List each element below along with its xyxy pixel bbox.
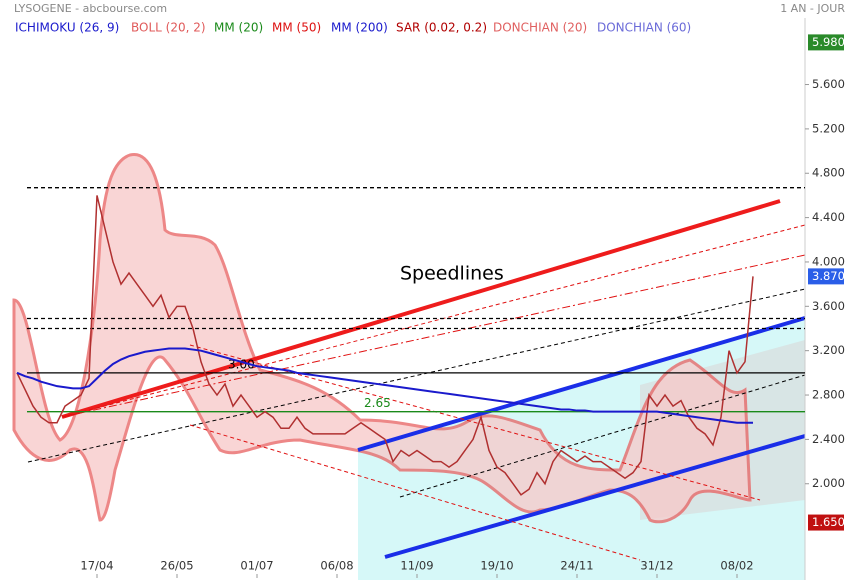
x-tick-label: 06/08	[320, 559, 353, 573]
period: 1 AN - JOUR	[780, 2, 845, 15]
x-tick-label: 01/07	[240, 559, 273, 573]
y-tick-label: 2.800	[812, 388, 845, 402]
annotation: Speedlines	[400, 263, 504, 285]
legend-entry: MM (200)	[331, 21, 388, 35]
trend-lines	[27, 199, 806, 561]
x-tick-label: 11/09	[400, 559, 433, 573]
price-box-label: 1.650	[812, 515, 845, 529]
price-box	[808, 34, 844, 51]
x-tick-label: 08/02	[720, 559, 753, 573]
y-tick-label: 3.600	[812, 299, 845, 313]
y-tick-label: 4.400	[812, 210, 845, 224]
legend-entry: DONCHIAN (60)	[597, 21, 691, 35]
y-tick-label: 4.000	[812, 254, 845, 268]
legend-entry: DONCHIAN (20)	[493, 21, 587, 35]
legend-entry: MM (50)	[272, 21, 321, 35]
y-tick-label: 3.200	[812, 343, 845, 357]
series-line	[16, 195, 754, 496]
legend-entry: SAR (0.02, 0.2)	[396, 21, 487, 35]
legend-entry: ICHIMOKU (26, 9)	[15, 21, 119, 35]
price-box-label: 5.980	[812, 35, 845, 49]
series-line	[16, 347, 753, 424]
x-tick-label: 19/10	[480, 559, 513, 573]
price-box	[808, 514, 844, 531]
y-tick-label: 5.600	[812, 77, 845, 91]
chart-title: LYSOGENE - abcbourse.com	[14, 2, 167, 15]
y-tick-label: 2.000	[812, 476, 845, 490]
x-tick-label: 24/11	[560, 559, 593, 573]
x-tick-label: 17/04	[80, 559, 113, 573]
legend-entry: BOLL (20, 2)	[131, 21, 206, 35]
price-box-label: 3.870	[812, 269, 845, 283]
bollinger-band	[12, 152, 752, 524]
level-label: 2.65	[364, 396, 391, 410]
y-tick-label: 5.200	[812, 121, 845, 135]
legend-entry: MM (20)	[214, 21, 263, 35]
x-tick-label: 26/05	[160, 559, 193, 573]
x-tick-label: 31/12	[640, 559, 673, 573]
price-box	[808, 268, 844, 285]
y-tick-label: 2.400	[812, 432, 845, 446]
y-tick-label: 4.800	[812, 166, 845, 180]
